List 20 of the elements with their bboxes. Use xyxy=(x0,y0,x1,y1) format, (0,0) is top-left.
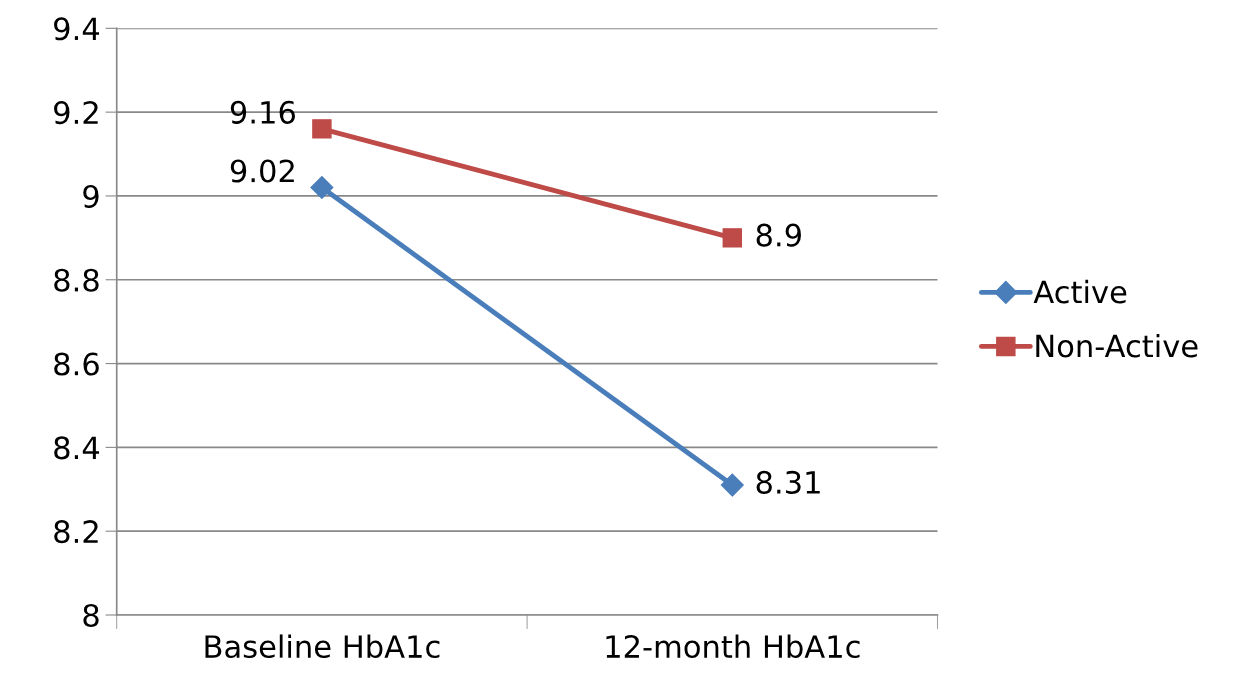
point xyxy=(720,473,744,497)
legend-label: Active xyxy=(1033,279,1127,304)
data-label: 9.16 xyxy=(230,100,295,124)
y-tick-label: 8 xyxy=(83,603,99,628)
y-tick-label: 8.8 xyxy=(54,268,99,292)
point xyxy=(722,228,743,248)
y-tick-label: 8.6 xyxy=(54,352,99,376)
data-label: 9.02 xyxy=(230,159,294,183)
y-tick-label: 9 xyxy=(83,184,99,208)
y-tick-label: 9.4 xyxy=(54,17,100,41)
y-tick-label: 9.2 xyxy=(54,101,98,125)
y-tick-label: 8.2 xyxy=(54,520,98,544)
x-tick-label: Baseline HbA1c xyxy=(205,634,440,659)
y-tick-label: 8.4 xyxy=(54,436,100,460)
point xyxy=(312,119,332,139)
point xyxy=(310,176,334,200)
legend-label: Non-Active xyxy=(1036,333,1198,358)
data-label: 8.31 xyxy=(756,470,820,494)
data-label: 8.9 xyxy=(756,223,801,247)
x-tick-label: 12-month HbA1c xyxy=(606,634,860,659)
